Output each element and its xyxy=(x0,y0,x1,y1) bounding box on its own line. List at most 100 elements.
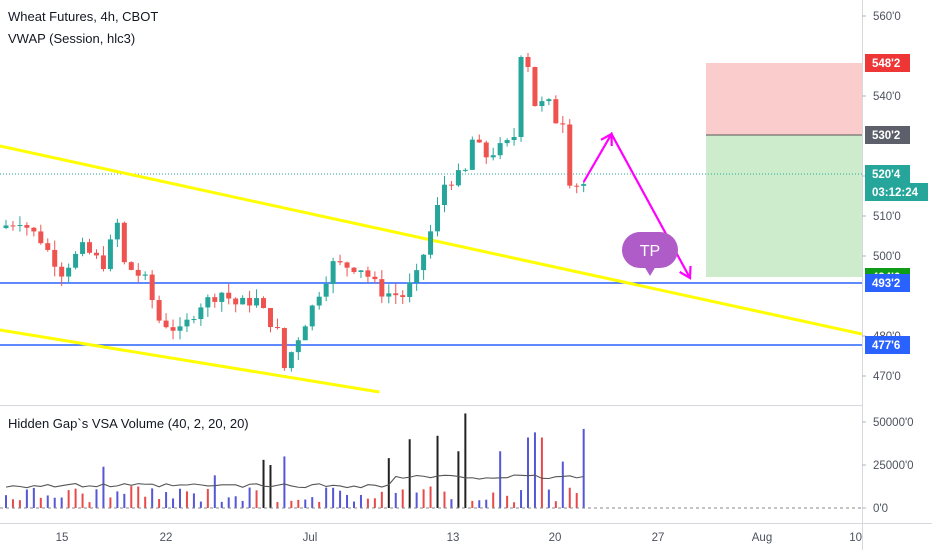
tp-bubble: TP xyxy=(622,232,678,276)
candle-body xyxy=(490,155,496,158)
candle xyxy=(87,238,93,255)
candle xyxy=(407,273,413,303)
candle-body xyxy=(66,267,72,277)
candle-body xyxy=(574,185,580,187)
candle-body xyxy=(379,279,385,297)
volume-bar xyxy=(25,489,28,508)
candle xyxy=(191,315,197,324)
volume-bar xyxy=(95,489,98,508)
price-pane[interactable]: TP xyxy=(0,52,862,394)
candle xyxy=(414,263,420,291)
vwap-legend[interactable]: VWAP (Session, hlc3) xyxy=(8,31,136,46)
time-tick-label: Aug xyxy=(752,532,772,544)
volume-bar xyxy=(408,439,411,508)
candle-body xyxy=(469,139,475,170)
volume-bar xyxy=(262,459,265,508)
candle-body xyxy=(31,227,37,232)
volume-bar xyxy=(394,492,397,508)
symbol-title[interactable]: Wheat Futures, 4h, CBOT xyxy=(8,9,159,24)
volume-bar xyxy=(60,497,63,508)
candle-body xyxy=(177,326,183,331)
candle-body xyxy=(358,270,364,273)
candle xyxy=(344,261,350,277)
candle-body xyxy=(504,140,510,144)
candle-body xyxy=(261,298,267,309)
volume-bar xyxy=(255,490,258,508)
candle xyxy=(219,291,225,312)
candle xyxy=(435,197,441,237)
candle-body xyxy=(17,225,23,227)
candle xyxy=(233,297,239,313)
candle-body xyxy=(135,269,141,276)
time-tick-label: Jul xyxy=(303,532,318,544)
candle xyxy=(261,296,267,309)
price-tag-label: 477'6 xyxy=(872,340,900,352)
candle-body xyxy=(142,274,148,276)
candle-body xyxy=(441,184,447,205)
candle xyxy=(226,283,232,305)
candle xyxy=(121,221,127,265)
candle xyxy=(525,52,531,73)
price-tag-label: 520'4 xyxy=(872,169,901,181)
volume-bar xyxy=(290,500,293,508)
volume-pane[interactable] xyxy=(0,413,862,509)
price-tag: 493'2 xyxy=(865,274,910,292)
candle-body xyxy=(198,307,204,320)
candle-body xyxy=(365,270,371,277)
candle-body xyxy=(100,255,106,270)
volume-bar xyxy=(485,499,488,508)
tp-bubble-body xyxy=(622,232,678,268)
price-tick-label: 560'0 xyxy=(873,11,901,23)
candle xyxy=(393,283,399,305)
candle-body xyxy=(351,267,357,273)
volume-bar xyxy=(283,456,286,508)
candle-body xyxy=(10,225,16,227)
volume-bar xyxy=(527,437,529,508)
volume-bar xyxy=(478,500,481,508)
candle xyxy=(267,307,273,333)
candle xyxy=(156,295,162,324)
candle xyxy=(212,293,218,308)
vsa-volume-legend[interactable]: Hidden Gap`s VSA Volume (40, 2, 20, 20) xyxy=(8,416,249,431)
candle-body xyxy=(518,56,524,137)
volume-bar xyxy=(332,487,335,508)
candle-body xyxy=(87,242,93,253)
arrowhead-top xyxy=(600,132,613,147)
candle xyxy=(490,147,496,161)
candle xyxy=(462,168,468,173)
candle xyxy=(205,294,211,317)
price-tag-bg xyxy=(865,183,928,201)
candle xyxy=(448,180,454,191)
tp-bubble-tail xyxy=(644,266,656,276)
candle xyxy=(38,224,44,245)
candle-body xyxy=(525,56,531,67)
candle-body xyxy=(156,300,162,321)
candle-body xyxy=(483,142,489,158)
volume-bar xyxy=(192,493,195,508)
volume-bar xyxy=(5,495,7,508)
candle-body xyxy=(114,222,120,240)
candle xyxy=(52,240,58,277)
volume-bar xyxy=(18,500,21,508)
candle xyxy=(330,257,336,294)
time-axis[interactable]: 15 22 Jul 13 20 27 Aug 10 xyxy=(56,532,862,544)
candle-body xyxy=(184,319,190,327)
volume-bar xyxy=(366,498,369,508)
time-tick-label: 22 xyxy=(160,532,173,544)
arrowhead-bottom xyxy=(679,265,692,280)
volume-bar xyxy=(422,489,425,508)
volume-bar xyxy=(346,494,349,508)
volume-bar xyxy=(116,491,119,508)
candle-body xyxy=(330,261,336,284)
candle xyxy=(337,254,343,266)
volume-bar xyxy=(74,488,77,508)
time-tick-label: 13 xyxy=(447,532,460,544)
volume-axis[interactable]: 50000'0 25000'0 0'0 xyxy=(862,417,914,515)
candle-body xyxy=(288,352,294,369)
volume-bar xyxy=(213,475,216,508)
volume-bar xyxy=(234,496,237,508)
volume-bar xyxy=(520,490,523,508)
volume-bar xyxy=(39,497,42,508)
candle xyxy=(31,226,37,237)
